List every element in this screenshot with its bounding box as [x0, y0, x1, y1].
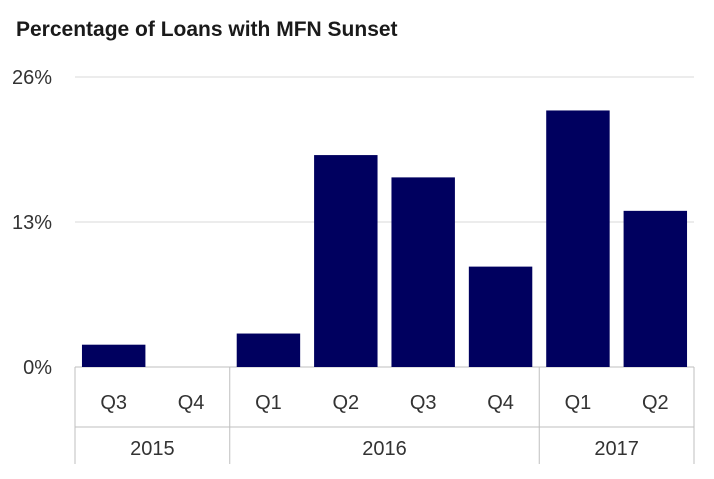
bar	[391, 177, 455, 367]
y-tick-label: 0%	[23, 357, 52, 379]
bar	[623, 210, 688, 367]
x-tick-label: Q2	[642, 392, 669, 414]
y-tick-label: 13%	[12, 212, 52, 234]
chart-title: Percentage of Loans with MFN Sunset	[16, 18, 398, 41]
bar	[314, 155, 378, 367]
x-tick-label: Q3	[410, 392, 437, 414]
x-group-label: 2016	[362, 438, 407, 460]
x-group-label: 2017	[594, 438, 639, 460]
bar	[468, 266, 533, 367]
x-tick-label: Q4	[178, 392, 205, 414]
x-tick-label: Q2	[332, 392, 359, 414]
x-tick-label: Q4	[487, 392, 514, 414]
x-tick-label: Q3	[100, 392, 127, 414]
x-group-label: 2015	[130, 438, 175, 460]
bar	[546, 110, 610, 367]
bar	[81, 344, 146, 367]
x-tick-label: Q1	[255, 392, 282, 414]
y-tick-label: 26%	[12, 67, 52, 89]
bar	[236, 333, 301, 367]
x-tick-label: Q1	[565, 392, 592, 414]
